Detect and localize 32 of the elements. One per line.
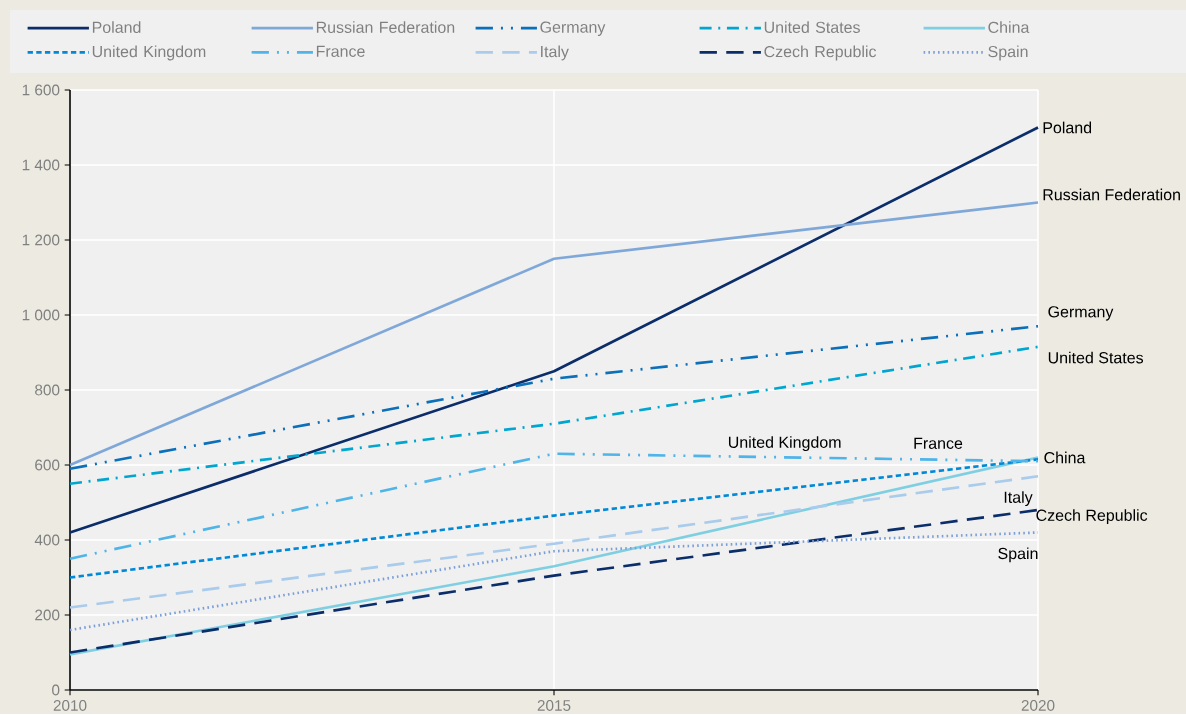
y-tick-label: 0 (52, 684, 60, 696)
text: Poland (1043, 121, 1092, 134)
legend-label: United States (764, 21, 860, 33)
y-tick-label: 400 (34, 534, 60, 546)
y-tick-label: 200 (35, 609, 60, 621)
y-tick-label: 1 600 (22, 84, 60, 96)
text: United States (1048, 351, 1144, 364)
text: France (914, 437, 963, 449)
legend-label: Russian Federation (316, 21, 455, 33)
legend-label: Poland (92, 21, 141, 33)
legend-label: Spain (988, 45, 1028, 61)
y-tick-label: 1 200 (22, 234, 60, 246)
x-tick-label: 2010 (53, 699, 87, 711)
text: Russian Federation (1043, 188, 1180, 201)
y-tick-label: 600 (35, 459, 60, 471)
legend-label: France (316, 45, 365, 57)
legend-label: Czech Republic (764, 45, 877, 61)
text: Spain (998, 547, 1038, 563)
legend-label: China (988, 21, 1030, 33)
text: Italy (1004, 491, 1033, 506)
text: United Kingdom (728, 436, 841, 451)
legend-label: Germany (540, 21, 606, 36)
text: Czech Republic (1036, 509, 1148, 524)
x-tick-label: 2020 (1021, 699, 1055, 711)
y-tick-label: 1 000 (22, 309, 60, 321)
text: Germany (1048, 305, 1114, 321)
legend-label: Italy (541, 45, 569, 61)
y-tick-label: 800 (35, 384, 60, 396)
y-tick-label: 1 400 (22, 159, 60, 171)
x-tick-label: 2015 (537, 699, 571, 711)
legend-label: United Kingdom (92, 45, 206, 61)
text: China (1044, 451, 1086, 464)
